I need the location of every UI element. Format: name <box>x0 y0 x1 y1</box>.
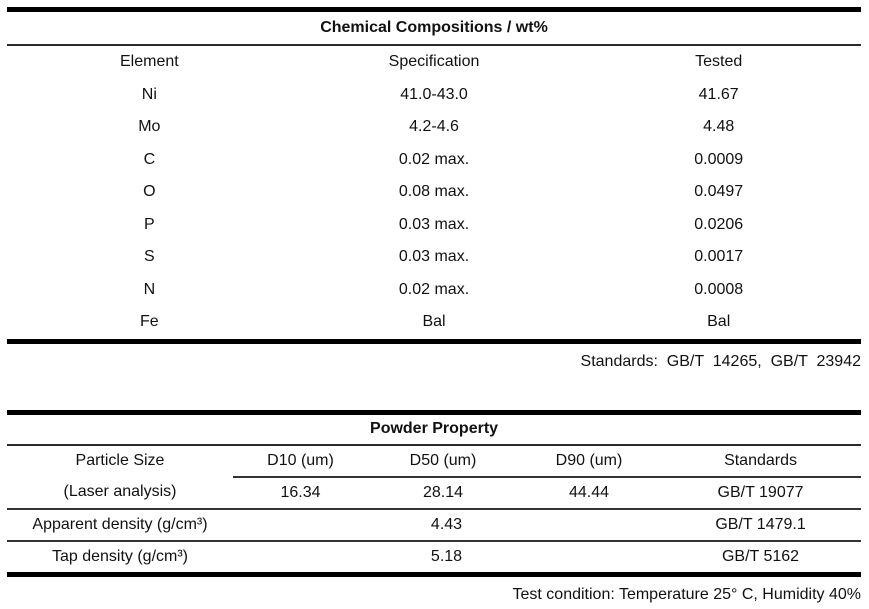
powder-table-title: Powder Property <box>7 412 862 446</box>
test-condition-note: Test condition: Temperature 25° C, Humid… <box>512 585 862 603</box>
chem-table-title-row: Chemical Compositions / wt% <box>7 9 861 46</box>
specification-cell: 41.0-43.0 <box>400 85 468 103</box>
chem-table-title: Chemical Compositions / wt% <box>7 9 861 46</box>
tap-density-label: Tap density (g/cm³) <box>51 547 189 565</box>
table-row: N 0.02 max. 0.0008 <box>7 274 861 307</box>
tested-cell: Bal <box>707 313 731 331</box>
element-cell: P <box>144 215 155 233</box>
laser-standards-cell: GB/T 19077 <box>660 476 862 510</box>
chem-col-header-specification: Specification <box>388 53 480 71</box>
tested-cell: 4.48 <box>703 118 735 136</box>
powder-col-header-standards: Standards <box>660 444 862 478</box>
chem-col-header-element: Element <box>119 53 179 71</box>
tested-cell: 0.0009 <box>694 150 744 168</box>
powder-col-header-particle-size: Particle Size <box>75 452 165 469</box>
tested-cell: 0.0008 <box>694 280 744 298</box>
element-cell: S <box>144 248 155 266</box>
d10-value-cell: 16.34 <box>233 476 368 510</box>
powder-col-header-d90: D90 (um) <box>518 444 660 478</box>
tested-cell: 0.0497 <box>694 183 744 201</box>
apparent-density-label: Apparent density (g/cm³) <box>7 508 233 542</box>
element-cell: Ni <box>141 85 157 103</box>
powder-col-header-d10: D10 (um) <box>233 444 368 478</box>
chem-col-header-tested: Tested <box>695 53 743 71</box>
element-cell: O <box>143 183 156 201</box>
specification-cell: Bal <box>422 313 446 331</box>
specification-cell: 0.02 max. <box>398 280 470 298</box>
d50-value-cell: 28.14 <box>368 476 518 510</box>
chem-table-header-row: Element Specification Tested <box>7 45 861 79</box>
specification-cell: 0.02 max. <box>398 150 470 168</box>
table-row: S 0.03 max. 0.0017 <box>7 241 861 274</box>
tested-cell: 0.0206 <box>694 215 744 233</box>
powder-property-table: Powder Property Particle Size D10 (um) D… <box>7 409 862 577</box>
table-row: Mo 4.2-4.6 4.48 <box>7 111 861 144</box>
tested-cell: 41.67 <box>698 85 739 103</box>
apparent-density-row: Apparent density (g/cm³) 4.43 GB/T 1479.… <box>7 508 862 542</box>
table-row: C 0.02 max. 0.0009 <box>7 144 861 177</box>
table-row: Ni 41.0-43.0 41.67 <box>7 79 861 112</box>
tap-density-standards-cell: GB/T 5162 <box>721 547 800 565</box>
powder-table-header-row: Particle Size D10 (um) D50 (um) D90 (um)… <box>7 444 862 478</box>
chemical-compositions-table: Chemical Compositions / wt% Element Spec… <box>7 7 861 344</box>
specification-cell: 0.03 max. <box>398 215 470 233</box>
laser-analysis-label: (Laser analysis) <box>7 476 233 510</box>
tested-cell: 0.0017 <box>694 248 744 266</box>
specification-cell: 0.08 max. <box>398 183 470 201</box>
table-row: Fe Bal Bal <box>7 306 861 341</box>
laser-analysis-row: (Laser analysis) 16.34 28.14 44.44 GB/T … <box>7 476 862 510</box>
specification-cell: 0.03 max. <box>398 248 470 266</box>
specification-cell: 4.2-4.6 <box>409 118 459 136</box>
powder-table-title-row: Powder Property <box>7 412 862 446</box>
powder-col-header-d50: D50 (um) <box>368 444 518 478</box>
element-cell: N <box>143 280 156 298</box>
tap-density-row: Tap density (g/cm³) 5.18 GB/T 5162 <box>7 541 861 575</box>
apparent-density-standards-cell: GB/T 1479.1 <box>660 508 862 542</box>
element-cell: Mo <box>138 118 161 136</box>
element-cell: C <box>143 150 156 168</box>
chem-standards-note: Standards: GB/T 14265, GB/T 23942 <box>580 352 861 370</box>
d90-value-cell: 44.44 <box>518 476 660 510</box>
table-row: P 0.03 max. 0.0206 <box>7 209 861 242</box>
element-cell: Fe <box>140 313 159 331</box>
tap-density-value-cell: 5.18 <box>430 547 463 565</box>
apparent-density-value-cell: 4.43 <box>233 508 660 542</box>
table-row: O 0.08 max. 0.0497 <box>7 176 861 209</box>
